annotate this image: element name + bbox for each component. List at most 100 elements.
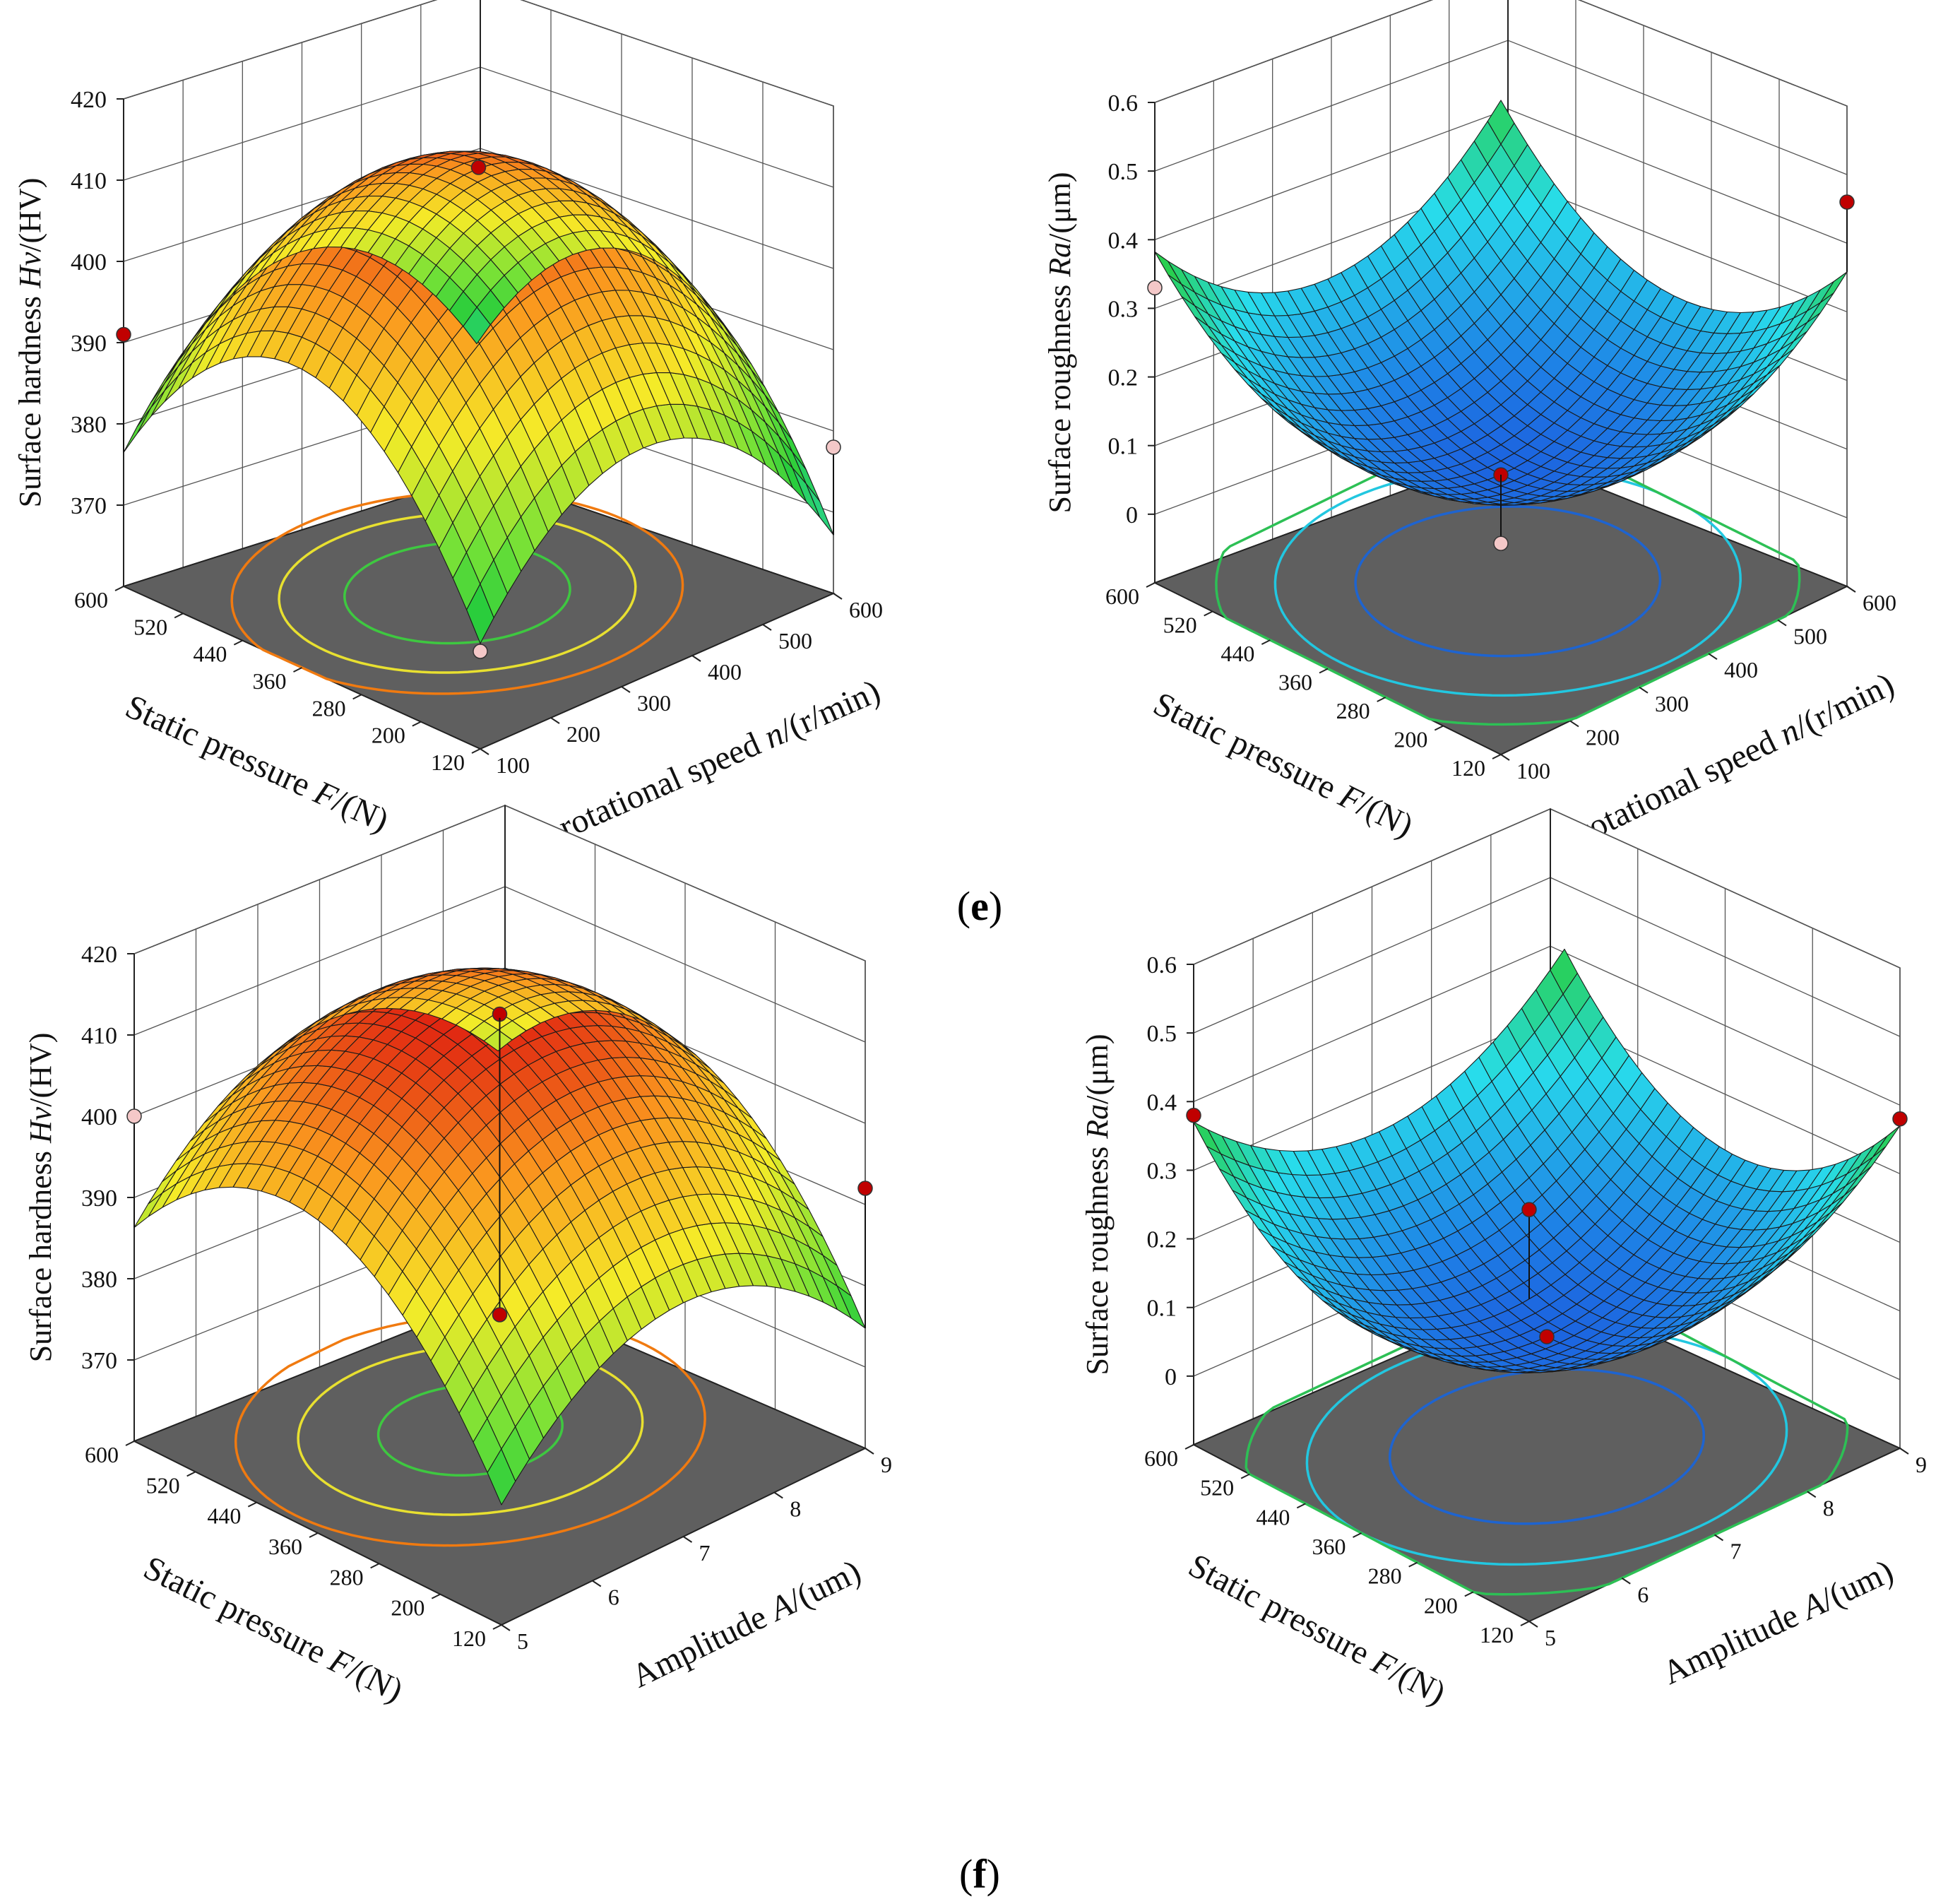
- z-axis: 370 380 390 400 410 420: [71, 87, 124, 586]
- y-tick-label: 5: [1545, 1625, 1556, 1650]
- x-tick-label: 520: [1163, 613, 1197, 638]
- response-surface: [1193, 948, 1901, 1373]
- x-axis: 120 200 280 360 440 520 600: [1144, 1444, 1530, 1647]
- surface-cell: [483, 1029, 513, 1052]
- y-tick: [682, 1536, 693, 1543]
- response-surface: [123, 150, 834, 644]
- x-tick-label: 200: [1424, 1592, 1458, 1618]
- z-tick-label: 420: [81, 942, 117, 968]
- x-tick: [247, 1501, 257, 1508]
- y-axis: 5 6 7 8 9: [1528, 1448, 1927, 1650]
- y-tick: [1708, 653, 1718, 661]
- x-tick: [1408, 1561, 1418, 1568]
- z-label-var: Ra: [1080, 1104, 1115, 1140]
- x-tick: [125, 1440, 135, 1446]
- x-axis-label: Static pressure F/(N): [1182, 1546, 1451, 1712]
- x-tick: [1319, 668, 1329, 674]
- x-tick-label: 520: [146, 1472, 180, 1498]
- z-axis-label: Surface roughness Ra/(μm): [1043, 172, 1077, 513]
- surface-cell: [1487, 100, 1515, 145]
- z-tick-label: 0.5: [1108, 159, 1139, 185]
- caption-f: (f): [959, 1851, 1000, 1897]
- x-tick-label: 360: [1312, 1534, 1346, 1559]
- y-tick-label: 100: [496, 752, 530, 778]
- y-label-unit: /(r/min): [774, 673, 886, 750]
- y-tick: [1846, 586, 1856, 593]
- x-tick: [1296, 1503, 1306, 1509]
- z-tick-label: 0.3: [1108, 296, 1139, 322]
- x-label-plain: Static pressure: [1148, 685, 1350, 810]
- x-tick-label: 440: [193, 641, 227, 667]
- contour-line: [1354, 505, 1662, 658]
- design-point: [492, 1307, 508, 1323]
- x-tick-label: 360: [1278, 670, 1312, 695]
- z-label-unit: /(HV): [23, 1033, 58, 1107]
- y-tick: [1500, 754, 1510, 761]
- y-tick: [1713, 1534, 1724, 1542]
- x-tick-label: 280: [1336, 698, 1370, 723]
- x-tick-label: 600: [1144, 1445, 1178, 1471]
- x-label-plain: Static pressure: [120, 687, 324, 807]
- z-label-plain: Surface hardness: [13, 288, 47, 507]
- z-tick-label: 380: [81, 1267, 117, 1293]
- z-label-var: Hv: [23, 1106, 58, 1144]
- design-point: [826, 439, 841, 455]
- y-tick-label: 500: [1793, 624, 1827, 649]
- y-tick-label: 600: [849, 597, 883, 622]
- x-axis: 120 200 280 360 440 520 600: [85, 1440, 502, 1651]
- x-label-plain: Static pressure: [138, 1549, 340, 1675]
- z-tick-label: 0.2: [1108, 365, 1139, 391]
- z-tick-label: 0.5: [1147, 1021, 1177, 1047]
- x-tick-label: 280: [330, 1564, 364, 1590]
- x-tick: [1520, 1621, 1530, 1626]
- z-label-plain: Surface hardness: [23, 1143, 58, 1362]
- x-tick: [370, 1563, 380, 1569]
- z-tick-label: 0.6: [1108, 90, 1139, 117]
- y-tick-label: 7: [699, 1540, 711, 1566]
- y-tick-label: 8: [1823, 1495, 1834, 1520]
- z-tick-label: 370: [81, 1348, 117, 1374]
- x-tick: [1261, 639, 1271, 645]
- x-tick: [471, 748, 481, 754]
- x-tick-label: 440: [207, 1503, 241, 1529]
- response-surface: [1154, 100, 1848, 506]
- y-tick-label: 400: [1724, 657, 1758, 682]
- z-label-plain: Surface roughness: [1043, 277, 1077, 514]
- z-axis-label: Surface roughness Ra/(μm): [1080, 1034, 1115, 1375]
- y-tick-label: 300: [637, 690, 671, 716]
- z-tick-label: 0: [1126, 502, 1138, 528]
- y-tick: [762, 624, 772, 631]
- z-label-unit: /(HV): [13, 178, 47, 252]
- z-label-var: Ra: [1043, 242, 1077, 278]
- y-tick-label: 400: [708, 659, 742, 685]
- x-tick: [431, 1593, 441, 1599]
- y-tick: [865, 1448, 874, 1455]
- y-tick: [1807, 1491, 1817, 1498]
- z-tick-label: 0.2: [1147, 1227, 1177, 1253]
- x-tick-label: 200: [1394, 727, 1427, 752]
- y-tick: [833, 593, 843, 600]
- x-tick-label: 120: [1451, 755, 1485, 781]
- x-tick: [293, 667, 302, 673]
- y-label-unit: /(um): [1815, 1552, 1899, 1618]
- x-tick-label: 120: [452, 1626, 486, 1651]
- y-tick: [1899, 1448, 1909, 1455]
- design-point: [1839, 194, 1855, 210]
- y-label-unit: /(um): [783, 1553, 867, 1619]
- z-tick-label: 380: [71, 412, 107, 438]
- design-point: [126, 1108, 142, 1124]
- x-tick: [1353, 1532, 1362, 1538]
- y-tick: [592, 1580, 602, 1587]
- x-axis-label: Static pressure F/(N): [138, 1549, 409, 1709]
- z-tick-label: 400: [71, 249, 107, 276]
- chart-hardness-amplitude: 370 380 390 400 410 420 Surface hardness Hv/(H…: [23, 804, 892, 1710]
- x-tick-label: 440: [1220, 641, 1254, 666]
- z-axis-label: Surface hardness Hv/(HV): [23, 1033, 58, 1363]
- surface-cell: [463, 307, 491, 345]
- design-point: [470, 160, 487, 175]
- surface-cell: [1550, 948, 1578, 995]
- y-axis-label: Amplitude A/(um): [1657, 1552, 1899, 1691]
- x-tick: [309, 1532, 319, 1538]
- z-tick-label: 400: [81, 1104, 117, 1130]
- y-tick-label: 6: [1637, 1582, 1649, 1607]
